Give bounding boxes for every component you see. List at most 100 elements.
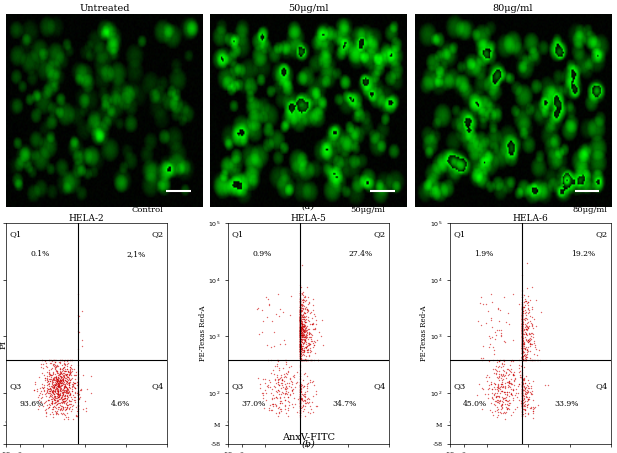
Point: [299, 336, 309, 343]
Point: [48, 400, 57, 407]
Point: [295, 314, 305, 322]
Point: [304, 333, 314, 341]
Point: [62, 377, 72, 385]
Point: [540, 381, 550, 388]
Point: [500, 396, 510, 403]
Point: [60, 382, 70, 390]
Point: [517, 304, 527, 312]
Point: [297, 331, 307, 338]
Point: [55, 386, 65, 393]
Point: [519, 357, 529, 364]
Point: [64, 393, 73, 400]
Point: [295, 327, 305, 334]
Point: [52, 375, 62, 382]
Point: [65, 365, 75, 372]
Point: [296, 396, 305, 403]
Point: [518, 405, 528, 412]
Point: [60, 376, 70, 383]
Point: [478, 385, 488, 392]
Point: [295, 357, 305, 364]
Point: [297, 345, 307, 352]
Point: [58, 381, 68, 388]
Point: [295, 330, 305, 337]
Point: [487, 385, 497, 392]
Point: [280, 390, 290, 398]
Point: [303, 394, 313, 401]
Point: [295, 310, 305, 317]
Point: [517, 343, 527, 350]
Point: [51, 396, 60, 403]
Point: [517, 345, 527, 352]
Point: [299, 323, 309, 330]
Point: [295, 317, 305, 324]
Point: [517, 374, 527, 381]
Point: [297, 403, 307, 410]
Point: [295, 336, 305, 343]
Point: [487, 298, 497, 305]
Point: [48, 387, 58, 394]
Point: [503, 365, 513, 372]
Point: [517, 310, 527, 318]
Point: [496, 332, 506, 339]
Point: [502, 401, 512, 408]
Point: [62, 379, 72, 386]
Point: [44, 370, 54, 377]
Point: [304, 399, 314, 406]
Point: [295, 347, 305, 354]
Point: [55, 364, 65, 371]
Point: [519, 375, 529, 382]
Text: Control: Control: [132, 207, 164, 214]
Point: [299, 313, 309, 321]
Point: [313, 336, 323, 343]
Point: [505, 366, 515, 373]
Point: [299, 318, 309, 325]
Point: [517, 333, 527, 340]
Point: [44, 366, 54, 374]
Point: [496, 371, 506, 378]
Point: [295, 318, 305, 325]
Point: [56, 385, 66, 392]
Point: [41, 413, 51, 420]
Point: [308, 409, 318, 416]
Point: [295, 357, 305, 364]
Point: [295, 325, 305, 332]
Point: [497, 360, 507, 367]
Point: [517, 334, 527, 342]
Point: [301, 328, 311, 335]
Point: [298, 402, 308, 410]
Point: [494, 397, 503, 405]
Point: [297, 300, 307, 307]
Point: [495, 383, 505, 390]
Point: [56, 376, 66, 384]
Point: [68, 402, 78, 409]
Point: [304, 318, 314, 325]
Point: [269, 394, 279, 401]
Point: [517, 309, 527, 317]
Point: [517, 387, 527, 394]
Point: [517, 334, 527, 342]
Point: [272, 394, 282, 401]
Point: [44, 376, 54, 383]
Point: [49, 385, 59, 392]
Point: [500, 370, 510, 377]
Point: [53, 362, 63, 369]
Point: [307, 331, 317, 338]
Point: [268, 400, 278, 408]
Point: [517, 343, 527, 351]
Point: [517, 311, 527, 318]
Point: [56, 379, 65, 386]
Point: [302, 347, 312, 354]
Point: [48, 380, 57, 387]
Point: [489, 379, 499, 386]
Point: [295, 338, 305, 346]
Point: [302, 305, 312, 313]
Point: [528, 403, 538, 410]
Point: [307, 320, 317, 328]
Point: [529, 339, 539, 347]
Point: [296, 342, 306, 349]
Point: [67, 405, 77, 412]
Point: [518, 412, 528, 419]
Point: [295, 326, 305, 333]
Point: [295, 388, 305, 395]
Point: [517, 389, 527, 396]
